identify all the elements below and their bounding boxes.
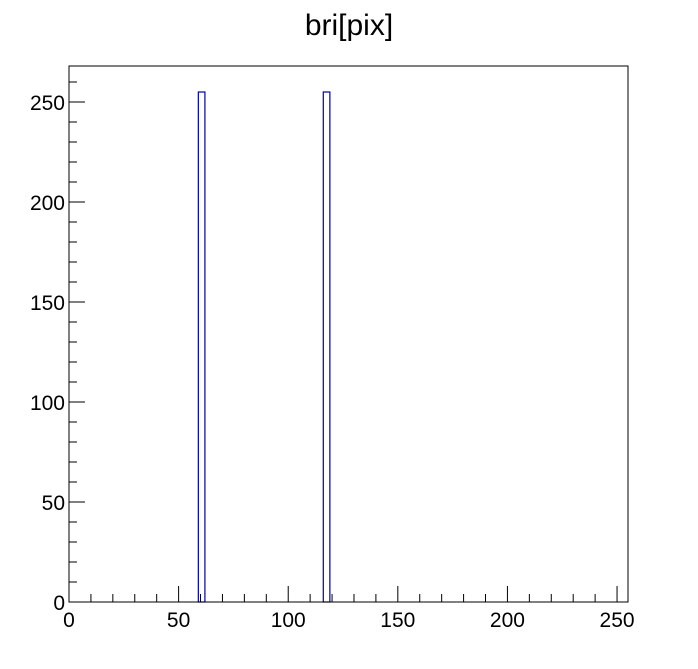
y-tick-label-50: 50 <box>42 492 65 515</box>
chart-title: bri[pix] <box>305 9 393 42</box>
y-tick-label-0: 0 <box>53 592 65 615</box>
x-tick-label-200: 200 <box>490 609 525 632</box>
plot-frame <box>68 65 629 603</box>
axis-tick-labels: 0 50 100 150 200 250 0 50 100 150 200 250 <box>30 92 635 632</box>
y-tick-label-100: 100 <box>30 392 65 415</box>
x-tick-label-150: 150 <box>380 609 415 632</box>
y-tick-label-150: 150 <box>30 292 65 315</box>
x-tick-label-100: 100 <box>271 609 306 632</box>
x-tick-label-50: 50 <box>167 609 190 632</box>
y-tick-label-200: 200 <box>30 192 65 215</box>
x-tick-label-0: 0 <box>63 609 75 632</box>
y-tick-label-250: 250 <box>30 92 65 115</box>
x-tick-label-250: 250 <box>600 609 635 632</box>
